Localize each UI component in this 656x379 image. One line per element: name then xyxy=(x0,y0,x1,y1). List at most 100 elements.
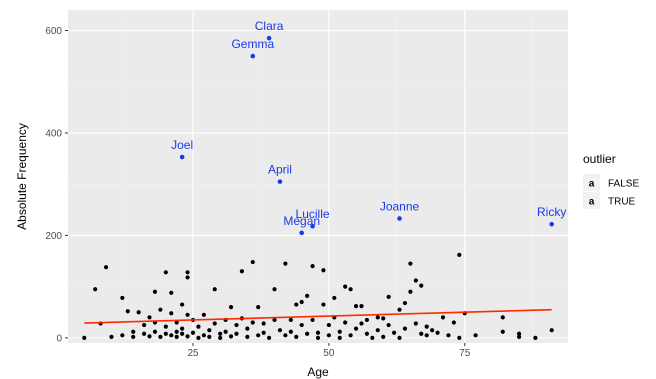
data-point xyxy=(207,334,212,339)
data-point xyxy=(549,328,554,333)
data-point xyxy=(305,293,310,298)
plot-panel xyxy=(68,10,568,343)
data-point xyxy=(223,329,228,334)
data-point xyxy=(516,334,522,339)
data-point xyxy=(82,335,87,340)
data-point xyxy=(370,335,375,340)
x-axis-title: Age xyxy=(307,365,329,379)
data-point xyxy=(185,275,190,280)
y-tick-label: 0 xyxy=(56,333,62,344)
data-point xyxy=(326,322,331,328)
data-point xyxy=(283,261,288,266)
data-point xyxy=(310,317,315,323)
data-point xyxy=(413,278,418,283)
data-point xyxy=(261,321,266,326)
data-point xyxy=(315,330,321,335)
data-point xyxy=(386,322,391,328)
data-point xyxy=(419,283,424,288)
data-point xyxy=(408,261,413,266)
data-point xyxy=(207,328,212,333)
data-point xyxy=(381,334,386,339)
data-point xyxy=(413,321,418,326)
outlier-point xyxy=(397,216,402,221)
data-point xyxy=(343,284,348,289)
x-tick-label: 25 xyxy=(187,348,199,359)
data-point xyxy=(109,334,114,339)
y-axis-ticks: 0 200 400 600 xyxy=(45,26,68,344)
data-point xyxy=(391,330,397,335)
data-points xyxy=(82,252,554,340)
data-point xyxy=(185,334,190,339)
data-point xyxy=(250,320,255,325)
data-point xyxy=(228,305,234,310)
data-point xyxy=(239,269,245,274)
data-point xyxy=(196,324,201,329)
data-point xyxy=(169,311,174,316)
data-point xyxy=(218,331,223,336)
data-point xyxy=(419,331,424,336)
data-point xyxy=(125,309,130,314)
data-point xyxy=(359,321,364,326)
data-point xyxy=(375,328,380,333)
data-point xyxy=(141,322,147,328)
outlier-points xyxy=(179,35,554,236)
data-point xyxy=(185,270,190,275)
legend: outlier a FALSE a TRUE xyxy=(583,152,639,209)
data-point xyxy=(321,302,326,307)
y-tick-label: 400 xyxy=(45,128,62,139)
data-point xyxy=(315,335,321,340)
data-point xyxy=(386,294,391,299)
data-point xyxy=(353,326,359,331)
data-point xyxy=(190,330,196,335)
data-point xyxy=(440,315,446,320)
data-point xyxy=(120,333,125,338)
data-point xyxy=(93,287,98,292)
x-axis-ticks: 25 50 75 xyxy=(187,343,471,359)
data-point xyxy=(212,321,217,326)
data-point xyxy=(272,287,277,292)
data-point xyxy=(424,333,429,338)
x-tick-label: 50 xyxy=(323,348,335,359)
trend-line xyxy=(84,308,552,324)
data-point xyxy=(272,317,277,323)
y-tick-label: 600 xyxy=(45,26,62,37)
data-point xyxy=(364,331,370,336)
data-point xyxy=(261,330,266,335)
outlier-label: Megan xyxy=(283,214,320,228)
data-point xyxy=(397,335,402,340)
data-point xyxy=(180,326,185,331)
legend-entries: a FALSE a TRUE xyxy=(583,174,639,209)
data-point xyxy=(288,317,293,323)
data-point xyxy=(451,320,456,325)
data-point xyxy=(305,331,310,336)
data-point xyxy=(294,302,299,307)
data-point xyxy=(169,290,174,295)
data-point xyxy=(234,322,239,328)
data-point xyxy=(256,305,261,310)
y-tick-label: 200 xyxy=(45,231,62,242)
data-point xyxy=(337,329,342,334)
data-point xyxy=(402,326,408,331)
data-point xyxy=(359,304,364,309)
data-point xyxy=(500,329,505,334)
data-point xyxy=(147,315,152,320)
data-point xyxy=(152,289,158,294)
data-point xyxy=(533,335,538,340)
data-point xyxy=(234,331,239,336)
data-point xyxy=(348,287,353,292)
data-point xyxy=(158,334,163,339)
data-point xyxy=(402,300,408,306)
data-point xyxy=(163,270,168,275)
data-point xyxy=(120,295,125,301)
outlier-point xyxy=(299,230,304,236)
outlier-point xyxy=(266,35,272,41)
data-point xyxy=(174,329,179,334)
data-point xyxy=(283,333,288,338)
outlier-point xyxy=(549,221,554,227)
data-point xyxy=(321,268,326,273)
data-point xyxy=(332,295,337,301)
data-point xyxy=(473,333,478,338)
outlier-label: April xyxy=(268,163,292,177)
